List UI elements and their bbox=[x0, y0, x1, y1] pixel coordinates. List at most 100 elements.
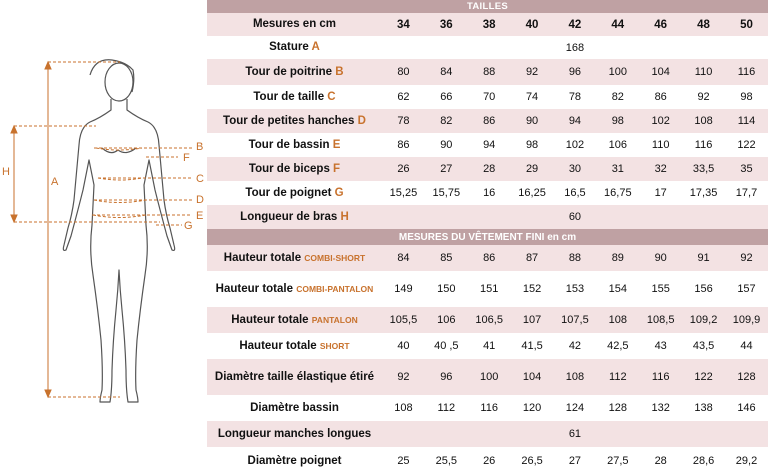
table-cell: 86 bbox=[382, 133, 425, 157]
table-cell: 90 bbox=[424, 133, 468, 157]
table-cell: 42,5 bbox=[596, 333, 640, 359]
table-cell: 150 bbox=[424, 271, 468, 307]
empty-cell bbox=[424, 36, 468, 59]
table-cell: 33,5 bbox=[682, 157, 725, 181]
table-cell: 122 bbox=[725, 133, 768, 157]
table-cell: 15,25 bbox=[382, 181, 425, 205]
empty-cell bbox=[467, 205, 511, 229]
table-cell: 84 bbox=[424, 59, 468, 85]
row-label-text: Tour de poitrine bbox=[245, 65, 336, 78]
table-cell: 106 bbox=[596, 133, 640, 157]
table-cell: 92 bbox=[510, 59, 554, 85]
table-cell: 153 bbox=[553, 271, 597, 307]
row-label-text: Hauteur totale bbox=[231, 313, 312, 326]
table-cell: 112 bbox=[424, 395, 468, 421]
table-cell: 94 bbox=[553, 109, 597, 133]
table-cell: 84 bbox=[382, 245, 425, 271]
table-cell: 98 bbox=[725, 85, 768, 109]
table-cell: 15,75 bbox=[424, 181, 468, 205]
table-cell: 66 bbox=[424, 85, 468, 109]
table-cell: 92 bbox=[682, 85, 725, 109]
empty-cell bbox=[467, 421, 511, 447]
row-letter: D bbox=[357, 114, 366, 127]
table-cell: 104 bbox=[510, 359, 554, 395]
row-label: Diamètre bassin bbox=[207, 395, 382, 421]
table-cell: 108 bbox=[382, 395, 425, 421]
row-label-text: Tour de biceps bbox=[248, 162, 334, 175]
empty-cell bbox=[382, 205, 425, 229]
letter-A: A bbox=[51, 176, 59, 188]
empty-cell bbox=[596, 36, 640, 59]
empty-cell bbox=[682, 421, 725, 447]
table-cell: 108,5 bbox=[639, 307, 683, 333]
empty-cell bbox=[510, 36, 554, 59]
table-cell: 88 bbox=[467, 59, 511, 85]
letter-C: C bbox=[196, 173, 204, 185]
garment-row: Hauteur totale COMBI-SHORT 84 85 86 87 88 89 90… bbox=[207, 245, 768, 271]
empty-cell bbox=[639, 36, 683, 59]
row-label-text: Longueur de bras bbox=[240, 210, 341, 223]
table-cell: 116 bbox=[639, 359, 683, 395]
table-cell: 90 bbox=[639, 245, 683, 271]
table-cell: 27,5 bbox=[596, 447, 640, 475]
size-header-cell: 48 bbox=[682, 13, 725, 36]
table-cell: 146 bbox=[725, 395, 768, 421]
empty-cell bbox=[682, 36, 725, 59]
table-cell: 109,9 bbox=[725, 307, 768, 333]
table-cell: 128 bbox=[725, 359, 768, 395]
table-cell: 86 bbox=[639, 85, 683, 109]
table-cell: 98 bbox=[596, 109, 640, 133]
empty-cell bbox=[639, 421, 683, 447]
table-cell: 168 bbox=[553, 36, 597, 59]
garment-type: SHORT bbox=[319, 340, 350, 351]
table-cell: 74 bbox=[510, 85, 554, 109]
table-cell: 108 bbox=[553, 359, 597, 395]
table-cell: 107,5 bbox=[553, 307, 597, 333]
size-chart-table: TAILLES Mesures en cm 34 36 38 40 42 44 46 48 50… bbox=[207, 0, 768, 475]
table-cell: 43,5 bbox=[682, 333, 725, 359]
row-letter: E bbox=[332, 138, 341, 151]
table-cell: 138 bbox=[682, 395, 725, 421]
row-letter: F bbox=[333, 162, 341, 175]
row-label-text: Diamètre bassin bbox=[250, 401, 339, 414]
garment-type: COMBI-PANTALON bbox=[296, 283, 374, 294]
table-cell: 41,5 bbox=[510, 333, 554, 359]
row-label: Tour de bassin E bbox=[207, 133, 382, 157]
table-cell: 44 bbox=[725, 333, 768, 359]
row-label: Hauteur totale PANTALON bbox=[207, 307, 382, 333]
empty-cell bbox=[424, 421, 468, 447]
table-cell: 85 bbox=[424, 245, 468, 271]
table-cell: 156 bbox=[682, 271, 725, 307]
table-cell: 92 bbox=[725, 245, 768, 271]
table-cell: 31 bbox=[596, 157, 640, 181]
table-row: Tour de poignet G 15,25 15,75 16 16,25 16,5 16… bbox=[207, 181, 768, 205]
letter-G: G bbox=[184, 220, 193, 232]
table-cell: 78 bbox=[553, 85, 597, 109]
row-label-text: Hauteur totale bbox=[215, 282, 297, 295]
row-label: Tour de biceps F bbox=[207, 157, 382, 181]
table-cell: 87 bbox=[510, 245, 554, 271]
row-letter: B bbox=[335, 65, 344, 78]
empty-cell bbox=[382, 421, 425, 447]
garment-type: COMBI-SHORT bbox=[304, 252, 366, 263]
table-cell: 60 bbox=[553, 205, 597, 229]
table-row: Tour de bassin E 86 90 94 98 102 106 110 116 122 bbox=[207, 133, 768, 157]
table-cell: 17 bbox=[639, 181, 683, 205]
table-cell: 110 bbox=[682, 59, 725, 85]
letter-H: H bbox=[2, 166, 10, 178]
empty-cell bbox=[639, 205, 683, 229]
row-label: Stature A bbox=[207, 36, 382, 59]
table-cell: 86 bbox=[467, 109, 511, 133]
table-cell: 105,5 bbox=[382, 307, 425, 333]
table-cell: 17,7 bbox=[725, 181, 768, 205]
row-label: Longueur de bras H bbox=[207, 205, 382, 229]
table-cell: 109,2 bbox=[682, 307, 725, 333]
table-row: Tour de taille C 62 66 70 74 78 82 86 92 98 bbox=[207, 85, 768, 109]
table-cell: 106 bbox=[424, 307, 468, 333]
mesures-label: Mesures en cm bbox=[207, 13, 382, 36]
size-header-cell: 46 bbox=[639, 13, 683, 36]
row-label: Tour de taille C bbox=[207, 85, 382, 109]
row-label: Diamètre taille élastique étiré bbox=[207, 359, 382, 395]
row-label-text: Tour de petites hanches bbox=[223, 114, 358, 127]
empty-cell bbox=[424, 205, 468, 229]
